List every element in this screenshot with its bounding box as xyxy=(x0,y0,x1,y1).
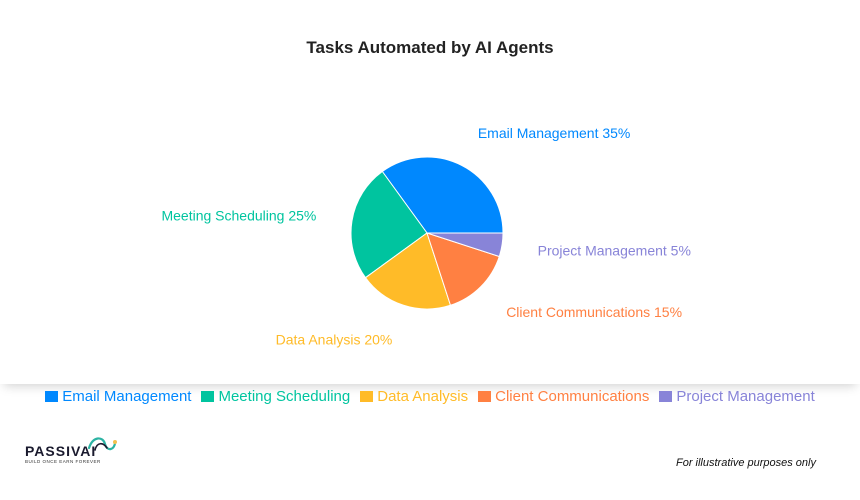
chart-title: Tasks Automated by AI Agents xyxy=(306,38,554,57)
legend-swatch xyxy=(659,391,673,402)
pie-label-data-analysis: Data Analysis 20% xyxy=(276,332,393,348)
legend-item-meeting-scheduling: Meeting Scheduling xyxy=(201,388,350,405)
legend-swatch xyxy=(201,391,215,402)
logo-tagline: BUILD ONCE EARN FOREVER xyxy=(25,459,101,464)
legend-item-project-management: Project Management xyxy=(659,388,815,405)
legend-label: Project Management xyxy=(676,388,815,405)
legend-swatch xyxy=(360,391,374,402)
legend-swatch xyxy=(45,391,59,402)
legend-item-client-communications: Client Communications xyxy=(478,388,649,405)
logo-text: PASSIVAI xyxy=(25,443,97,459)
brand-logo: PASSIVAI BUILD ONCE EARN FOREVER xyxy=(22,434,132,468)
legend-item-email-management: Email Management xyxy=(45,388,191,405)
pie-slice-data-analysis xyxy=(364,232,452,310)
legend-label: Meeting Scheduling xyxy=(218,388,351,405)
logo-swirl-icon xyxy=(87,437,117,451)
legend-label: Data Analysis xyxy=(377,388,469,405)
pie-label-project-management: Project Management 5% xyxy=(538,243,691,259)
chart-card: Tasks Automated by AI Agents Email Manag… xyxy=(161,38,691,348)
legend-swatch xyxy=(478,391,492,402)
legend-item-data-analysis: Data Analysis xyxy=(360,388,468,405)
pie-label-client-communications: Client Communications 15% xyxy=(506,304,682,320)
pie-chart: Email Management 35% Meeting Scheduling 2… xyxy=(161,125,691,348)
chart-legend: Email Management Meeting Scheduling Data A… xyxy=(0,388,860,405)
legend-label: Email Management xyxy=(62,388,192,405)
pie-slice-project-management xyxy=(426,232,504,258)
legend-label: Client Communications xyxy=(495,388,650,405)
pie-label-email-management: Email Management 35% xyxy=(478,125,631,141)
pie-slice-email-management xyxy=(381,156,504,234)
pie-label-meeting-scheduling: Meeting Scheduling 25% xyxy=(161,207,316,223)
pie-slice-meeting-scheduling xyxy=(350,170,428,279)
disclaimer-text: For illustrative purposes only xyxy=(675,457,816,469)
